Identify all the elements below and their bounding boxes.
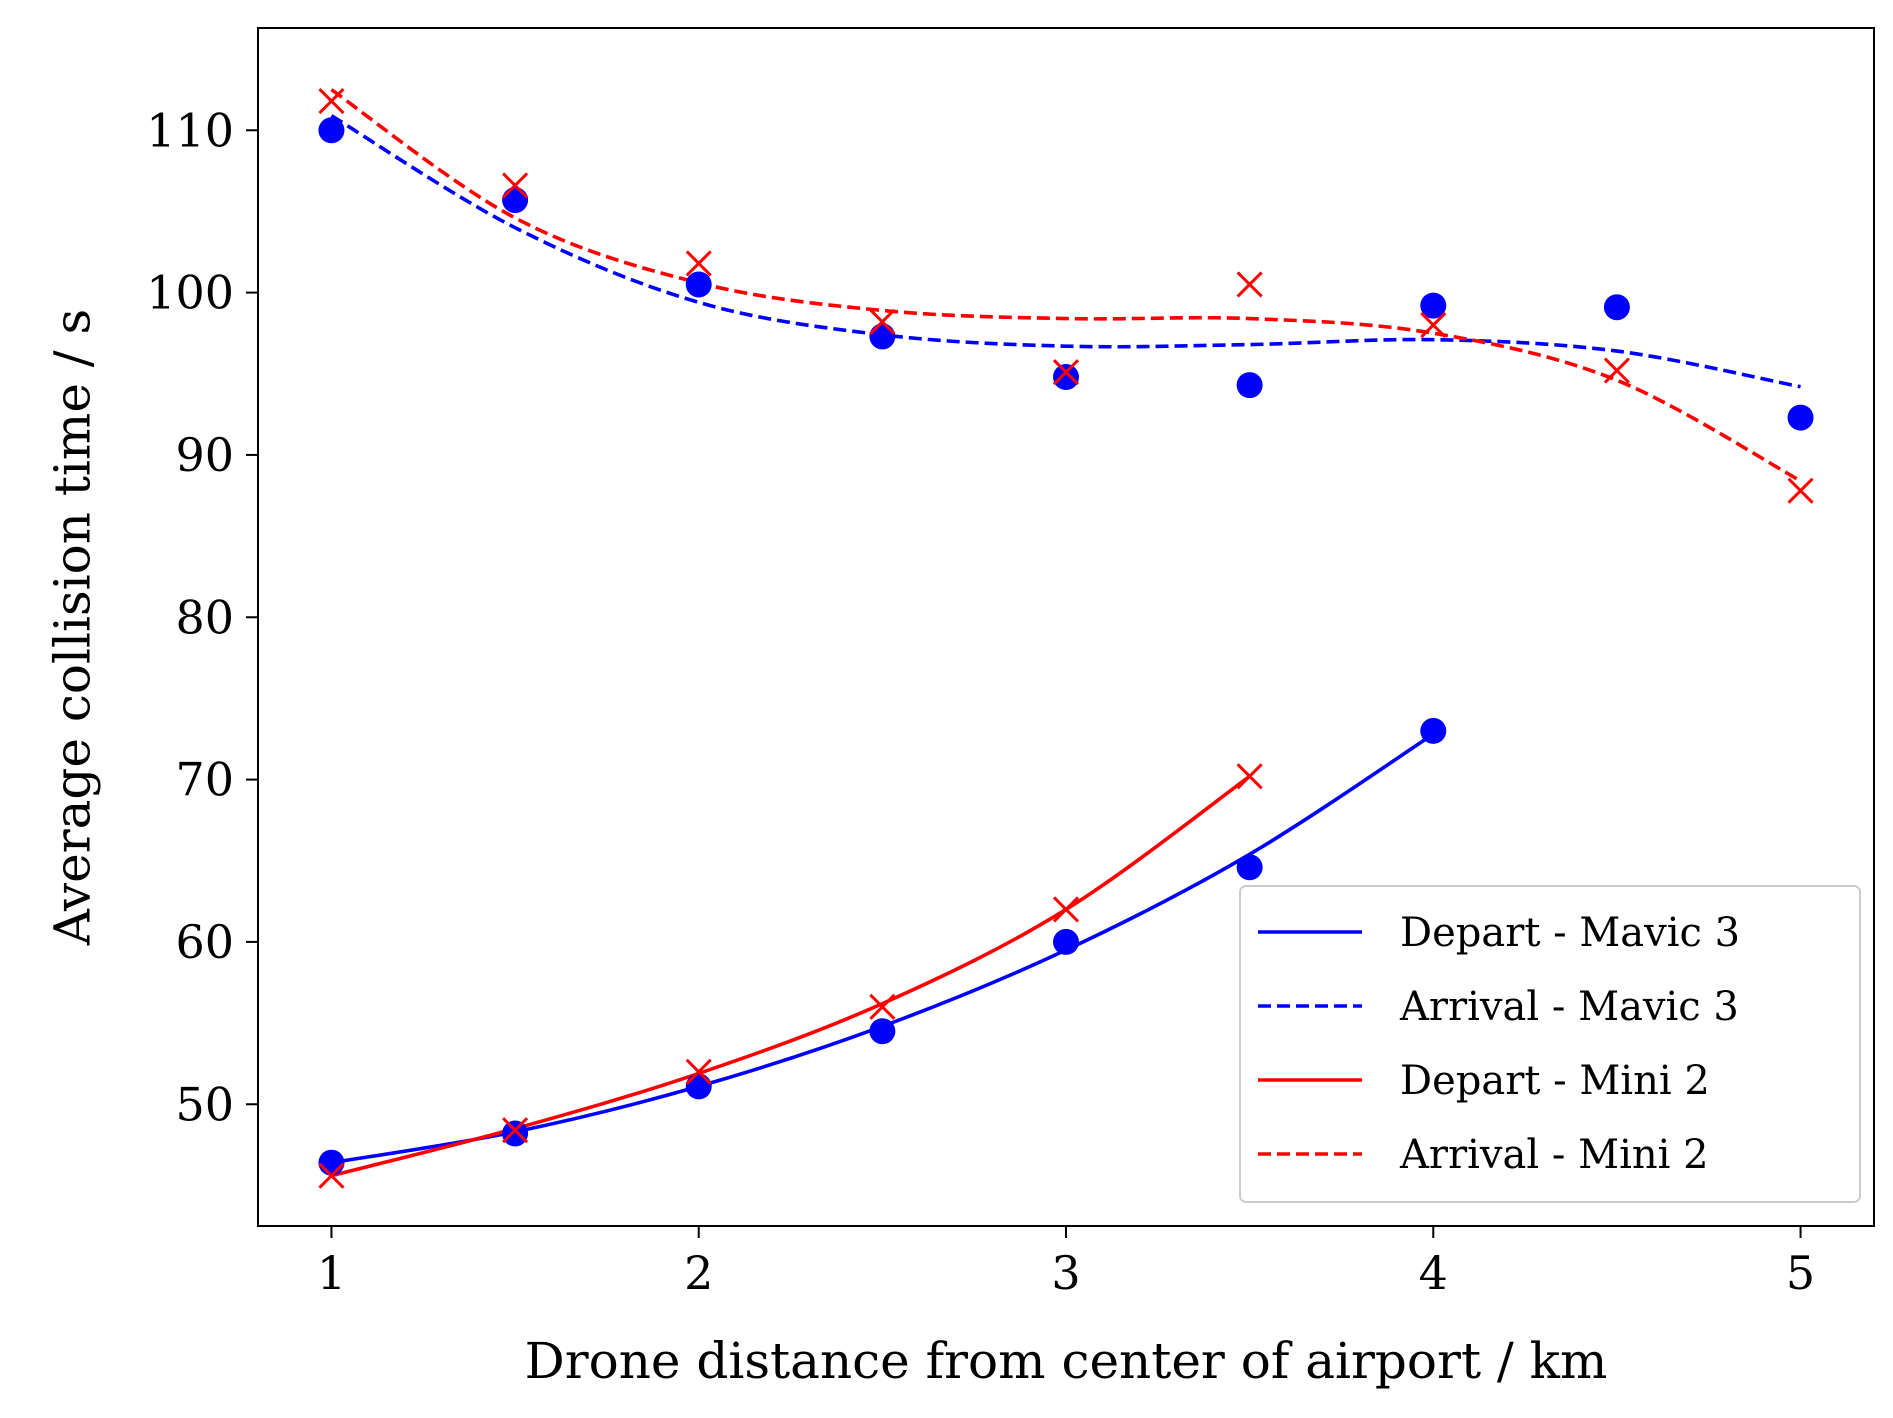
y-tick-label: 50 <box>175 1077 234 1131</box>
data-point-circle <box>1603 294 1630 321</box>
legend-label: Depart - Mini 2 <box>1400 1058 1710 1104</box>
y-tick-label: 100 <box>146 266 234 320</box>
data-point-x <box>1236 763 1263 790</box>
series-line-arrival-mavic-3 <box>330 114 1801 389</box>
data-point-circle <box>502 1120 529 1147</box>
y-tick-label: 80 <box>175 590 234 644</box>
data-point-circle <box>685 271 712 298</box>
data-point-x <box>502 172 529 199</box>
x-tick-label: 2 <box>684 1246 713 1300</box>
data-point-circle <box>685 1073 712 1100</box>
series-line-arrival-mini-2 <box>330 88 1802 483</box>
data-point-circle <box>1420 717 1447 744</box>
y-axis: 50 60 70 80 90 100 110 <box>146 103 258 1131</box>
legend-label: Arrival - Mini 2 <box>1399 1132 1709 1178</box>
y-tick-label: 60 <box>175 915 234 969</box>
data-point-circle <box>1053 364 1079 391</box>
data-point-circle <box>1236 854 1263 881</box>
data-point-x <box>1420 312 1447 339</box>
legend-label: Depart - Mavic 3 <box>1400 910 1740 956</box>
x-tick-label: 1 <box>317 1246 346 1300</box>
series-line-depart-mini-2 <box>331 774 1251 1178</box>
data-point-x <box>685 250 712 277</box>
data-point-x <box>1236 271 1263 298</box>
x-axis-label: Drone distance from center of airport / … <box>525 1332 1608 1390</box>
data-point-circle <box>1420 292 1447 319</box>
data-point-x <box>1603 357 1630 384</box>
data-point-circle <box>1236 372 1263 399</box>
data-point-x <box>318 87 345 115</box>
legend-label: Arrival - Mavic 3 <box>1399 984 1739 1030</box>
x-tick-label: 4 <box>1419 1246 1448 1300</box>
y-tick-label: 90 <box>175 428 234 482</box>
data-point-x <box>685 1058 712 1085</box>
data-point-x <box>869 308 896 335</box>
data-point-x <box>1787 477 1814 504</box>
y-tick-label: 110 <box>146 103 234 157</box>
legend: Depart - Mavic 3 Arrival - Mavic 3 Depart … <box>1239 885 1861 1203</box>
data-point-x <box>502 1117 529 1144</box>
x-tick-label: 5 <box>1786 1246 1815 1300</box>
y-axis-label: Average collision time / s <box>44 309 102 946</box>
x-axis: 1 2 3 4 5 <box>317 1226 1815 1300</box>
legend-box <box>1239 885 1861 1203</box>
data-point-circle <box>318 117 345 144</box>
y-tick-label: 70 <box>175 753 234 807</box>
data-point-circle <box>1053 928 1079 955</box>
data-point-circle <box>502 187 529 214</box>
data-point-circle <box>869 1018 896 1045</box>
data-point-circle <box>869 323 896 350</box>
data-point-x <box>1052 359 1080 386</box>
plot-marks <box>318 87 1814 1189</box>
x-tick-label: 3 <box>1051 1246 1080 1300</box>
data-point-x <box>318 1162 345 1189</box>
data-point-x <box>1052 896 1080 923</box>
data-point-circle <box>1787 404 1814 431</box>
data-point-x <box>869 993 896 1020</box>
data-point-circle <box>318 1149 345 1176</box>
